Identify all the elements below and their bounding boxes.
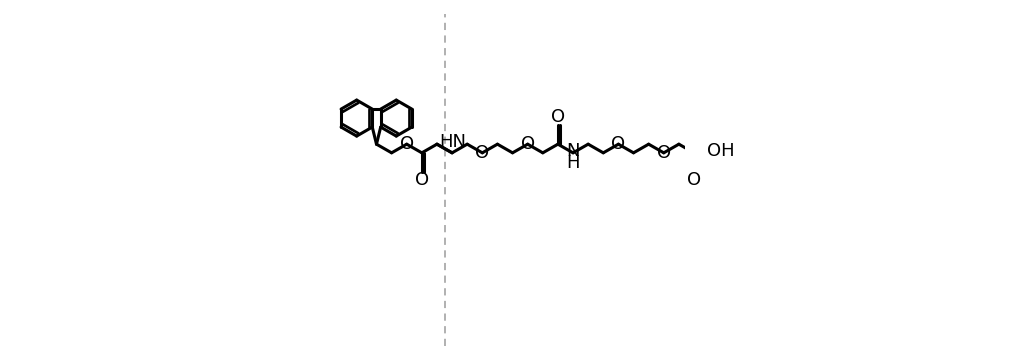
Text: O: O <box>520 135 534 153</box>
Text: OH: OH <box>707 142 734 160</box>
Text: O: O <box>400 135 414 153</box>
Text: HN: HN <box>439 134 467 152</box>
Text: H: H <box>567 154 580 172</box>
Text: O: O <box>611 135 625 153</box>
Text: N: N <box>567 142 580 160</box>
Text: O: O <box>656 144 671 162</box>
Text: O: O <box>687 171 701 189</box>
Text: O: O <box>550 108 565 126</box>
Text: O: O <box>476 144 490 162</box>
Text: O: O <box>415 171 429 189</box>
